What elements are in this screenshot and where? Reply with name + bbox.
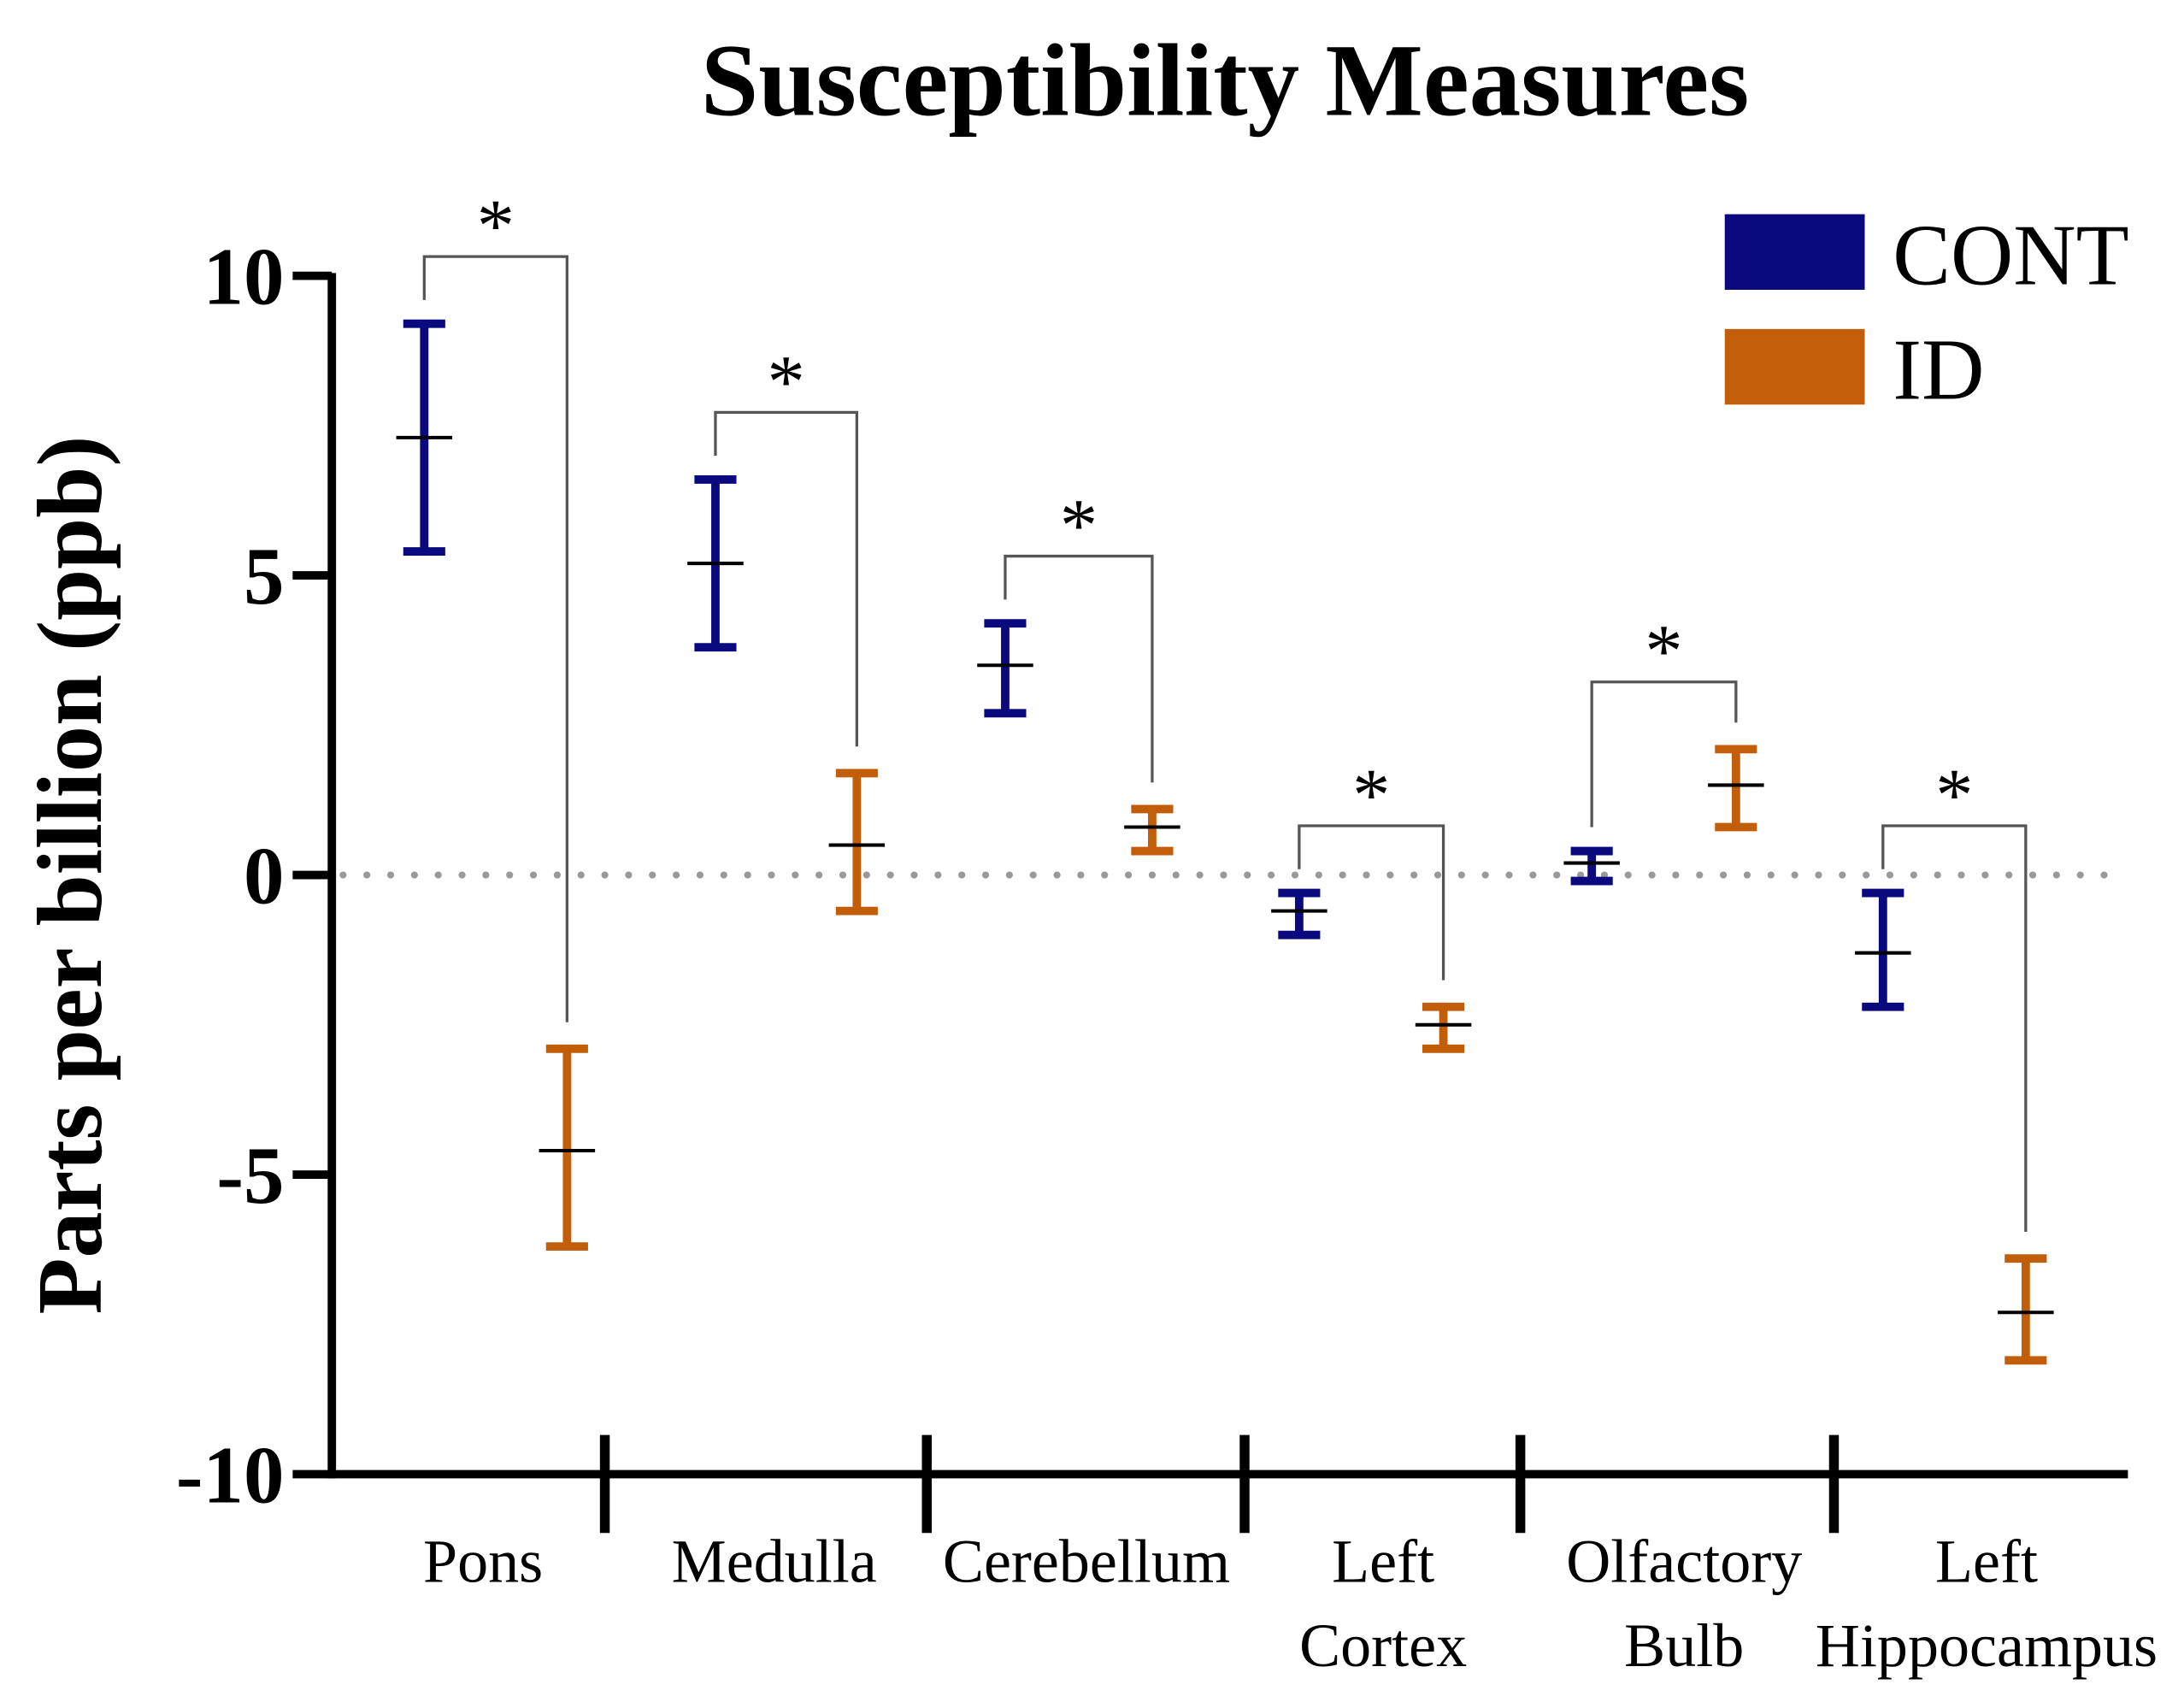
significance-marker: * [1352,753,1390,837]
significance-bracket [1590,680,1738,827]
errorbar-id [1708,745,1764,832]
y-tick-label: 0 [244,830,284,921]
errorbar-cont [1563,846,1620,886]
significance-bracket [1298,824,1445,981]
y-tick-label: 5 [244,531,284,621]
significance-marker: * [1645,610,1682,693]
errorbar-cont [977,619,1033,718]
significance-marker: * [477,185,515,268]
y-tick-label: -5 [216,1130,284,1221]
legend-label: CONT [1893,207,2128,303]
errorbar-id [828,769,886,916]
errorbar-id [539,1044,596,1252]
y-axis-label: Parts per billion (ppb) [20,436,121,1315]
errorbar-id [1998,1254,2054,1365]
y-tick-label: 10 [203,231,285,321]
errorbar-cont [1271,888,1327,939]
x-category-label: Hippocampus [1816,1611,2158,1680]
errorbar-id [1415,1002,1472,1053]
errorbar-cont [687,475,744,652]
x-category-label: Left [1935,1528,2038,1596]
plot-area: * * * * * * [396,185,2054,1365]
legend: CONT ID [1724,207,2129,418]
chart-title: Susceptibility Measures [701,23,1750,138]
legend-swatch-id [1724,328,1865,405]
legend-label: ID [1893,322,1984,418]
x-category-label: Bulb [1624,1611,1744,1680]
significance-bracket [714,410,859,747]
x-category-label: Left [1332,1528,1434,1596]
significance-marker: * [768,340,805,424]
x-category-label: Cortex [1299,1611,1467,1680]
x-category-label: Olfactory [1566,1528,1802,1596]
errorbar-cont [396,319,453,556]
x-category-label: Pons [423,1528,543,1596]
significance-bracket [422,255,568,1022]
y-tick-label: -10 [176,1429,285,1520]
legend-swatch-cont [1724,214,1865,291]
x-category-label: Medulla [672,1528,877,1596]
axes: 10 5 0 -5 -10 Pons Medulla Cerebellum Left Cortex… [176,231,2158,1679]
significance-marker: * [1935,753,1973,837]
errorbar-id [1124,804,1180,856]
significance-marker: * [1060,484,1098,568]
significance-bracket [1004,554,1154,783]
errorbar-cont [1855,888,1911,1011]
x-category-label: Cerebellum [943,1528,1230,1596]
significance-bracket [1881,824,2028,1233]
